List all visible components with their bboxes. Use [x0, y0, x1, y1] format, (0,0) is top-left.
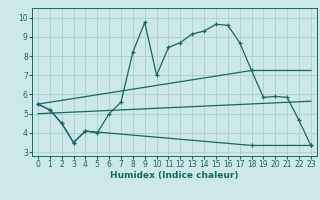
- X-axis label: Humidex (Indice chaleur): Humidex (Indice chaleur): [110, 171, 239, 180]
